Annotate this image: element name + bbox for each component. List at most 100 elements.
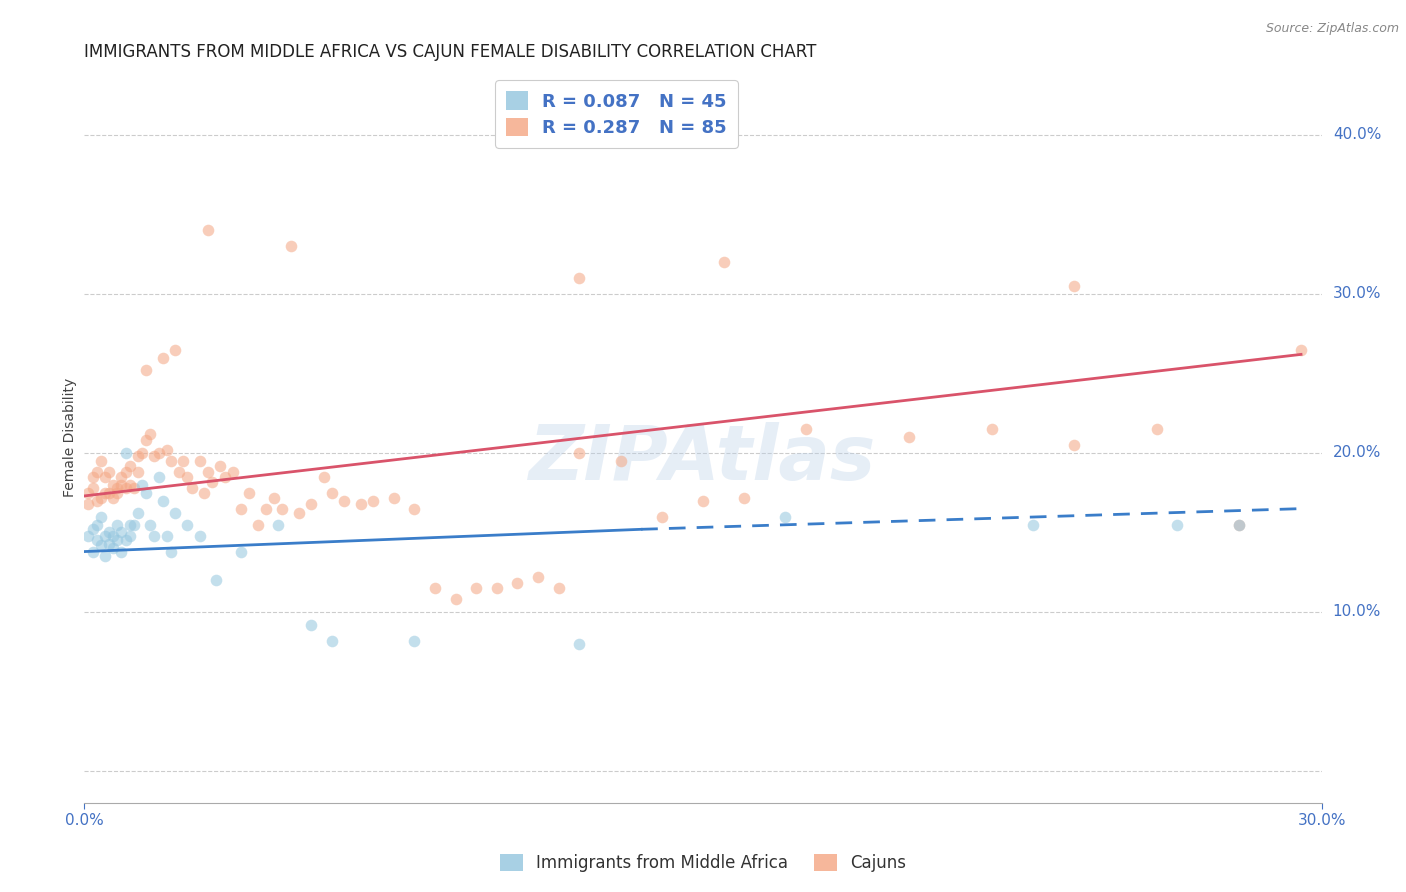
Point	[131, 446, 153, 460]
Point	[114, 465, 136, 479]
Point	[118, 517, 141, 532]
Point	[547, 581, 569, 595]
Y-axis label: Female Disability: Female Disability	[63, 377, 77, 497]
Point	[222, 465, 245, 479]
Point	[118, 477, 141, 491]
Legend: Immigrants from Middle Africa, Cajuns: Immigrants from Middle Africa, Cajuns	[494, 847, 912, 879]
Point	[127, 465, 149, 479]
Point	[160, 454, 183, 468]
Point	[1022, 517, 1045, 532]
Point	[152, 493, 174, 508]
Point	[651, 509, 673, 524]
Point	[794, 422, 817, 436]
Point	[152, 351, 174, 365]
Point	[609, 454, 631, 468]
Point	[77, 497, 100, 511]
Point	[94, 549, 117, 564]
Point	[86, 493, 108, 508]
Point	[568, 637, 591, 651]
Point	[110, 544, 132, 558]
Point	[156, 442, 179, 457]
Point	[110, 470, 132, 484]
Point	[127, 449, 149, 463]
Point	[321, 633, 343, 648]
Point	[122, 517, 145, 532]
Point	[1289, 343, 1312, 357]
Point	[229, 544, 252, 558]
Point	[193, 485, 215, 500]
Point	[1146, 422, 1168, 436]
Text: 10.0%: 10.0%	[1333, 605, 1381, 619]
Point	[201, 475, 224, 489]
Point	[82, 481, 104, 495]
Point	[122, 481, 145, 495]
Point	[485, 581, 508, 595]
Point	[90, 454, 112, 468]
Point	[180, 481, 202, 495]
Point	[321, 485, 343, 500]
Point	[267, 517, 290, 532]
Point	[271, 501, 294, 516]
Point	[77, 485, 100, 500]
Point	[312, 470, 335, 484]
Point	[692, 493, 714, 508]
Point	[148, 470, 170, 484]
Point	[86, 533, 108, 548]
Text: ZIPAtlas: ZIPAtlas	[529, 422, 877, 496]
Point	[214, 470, 236, 484]
Point	[165, 507, 187, 521]
Point	[713, 255, 735, 269]
Point	[94, 485, 117, 500]
Point	[90, 509, 112, 524]
Point	[188, 529, 211, 543]
Point	[148, 446, 170, 460]
Point	[98, 536, 121, 550]
Point	[980, 422, 1002, 436]
Point	[506, 576, 529, 591]
Point	[110, 525, 132, 540]
Point	[898, 430, 921, 444]
Point	[382, 491, 405, 505]
Point	[114, 533, 136, 548]
Point	[263, 491, 285, 505]
Point	[167, 465, 190, 479]
Point	[299, 617, 322, 632]
Point	[444, 592, 467, 607]
Point	[103, 477, 125, 491]
Point	[404, 501, 426, 516]
Point	[1166, 517, 1188, 532]
Point	[1063, 279, 1085, 293]
Point	[94, 470, 117, 484]
Point	[350, 497, 373, 511]
Text: 30.0%: 30.0%	[1333, 286, 1381, 301]
Point	[86, 517, 108, 532]
Point	[98, 485, 121, 500]
Point	[1227, 517, 1250, 532]
Point	[568, 446, 591, 460]
Point	[90, 538, 112, 552]
Point	[82, 544, 104, 558]
Point	[404, 633, 426, 648]
Point	[143, 529, 166, 543]
Point	[280, 239, 302, 253]
Point	[176, 470, 198, 484]
Point	[118, 458, 141, 473]
Point	[143, 449, 166, 463]
Point	[139, 517, 162, 532]
Point	[1227, 517, 1250, 532]
Point	[105, 481, 128, 495]
Point	[288, 507, 311, 521]
Point	[172, 454, 194, 468]
Point	[114, 481, 136, 495]
Point	[82, 470, 104, 484]
Point	[568, 271, 591, 285]
Point	[160, 544, 183, 558]
Point	[197, 465, 219, 479]
Point	[90, 491, 112, 505]
Point	[246, 517, 269, 532]
Point	[103, 491, 125, 505]
Text: IMMIGRANTS FROM MIDDLE AFRICA VS CAJUN FEMALE DISABILITY CORRELATION CHART: IMMIGRANTS FROM MIDDLE AFRICA VS CAJUN F…	[84, 44, 817, 62]
Point	[197, 223, 219, 237]
Point	[423, 581, 446, 595]
Point	[188, 454, 211, 468]
